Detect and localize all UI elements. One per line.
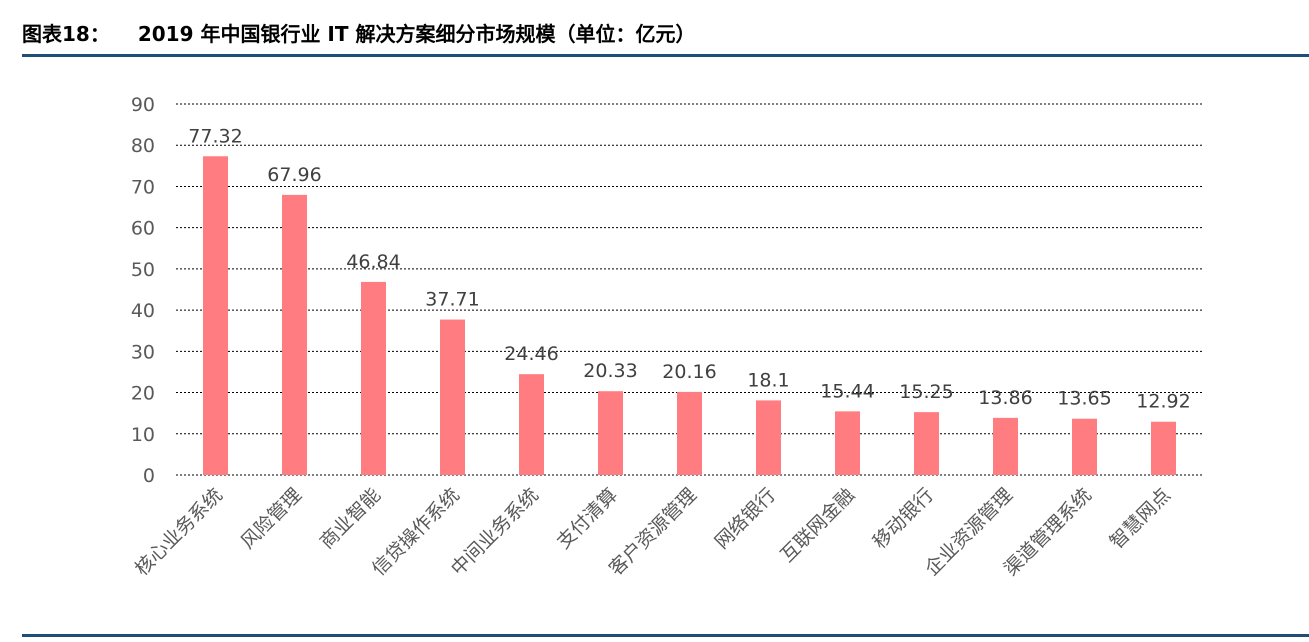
data-label: 20.16 bbox=[662, 361, 716, 383]
y-tick-label: 20 bbox=[131, 383, 155, 405]
x-category-label: 商业智能 bbox=[316, 484, 385, 553]
bar bbox=[203, 156, 228, 475]
y-tick-label: 90 bbox=[131, 94, 155, 116]
bottom-rule bbox=[22, 634, 1309, 637]
data-label: 46.84 bbox=[346, 251, 400, 273]
data-labels: 77.32 67.96 46.84 37.71 24.46 20.33 20.16 18.1 1… bbox=[188, 125, 1190, 412]
data-label: 24.46 bbox=[504, 343, 558, 365]
y-axis-ticks: 0 10 20 30 40 50 60 70 80 90 bbox=[131, 94, 155, 487]
bar bbox=[993, 417, 1018, 475]
bar bbox=[282, 194, 307, 476]
data-label: 67.96 bbox=[267, 164, 321, 186]
data-label: 37.71 bbox=[425, 289, 479, 311]
data-label: 20.33 bbox=[583, 360, 637, 382]
y-tick-label: 30 bbox=[131, 341, 155, 363]
bar bbox=[835, 411, 860, 475]
bar bbox=[914, 412, 939, 475]
y-tick-label: 40 bbox=[131, 300, 155, 322]
x-category-label: 支付清算 bbox=[553, 484, 622, 553]
y-tick-label: 0 bbox=[143, 465, 155, 487]
bars bbox=[203, 156, 1176, 476]
x-category-label: 互联网金融 bbox=[776, 484, 859, 567]
bar bbox=[598, 391, 623, 475]
data-label: 13.86 bbox=[978, 387, 1032, 409]
data-label: 12.92 bbox=[1136, 391, 1190, 413]
y-tick-label: 70 bbox=[131, 176, 155, 198]
x-category-label: 网络银行 bbox=[711, 484, 780, 553]
data-label: 15.44 bbox=[820, 380, 874, 402]
bar bbox=[361, 281, 386, 475]
data-label: 77.32 bbox=[188, 125, 242, 147]
y-tick-label: 50 bbox=[131, 259, 155, 281]
bar bbox=[1151, 421, 1176, 475]
bar bbox=[1072, 418, 1097, 475]
data-label: 15.25 bbox=[899, 381, 953, 403]
top-rule bbox=[22, 54, 1309, 57]
data-label: 18.1 bbox=[747, 369, 789, 391]
figure-label: 图表18： bbox=[22, 22, 110, 46]
x-category-label: 移动银行 bbox=[869, 484, 938, 553]
bar bbox=[677, 391, 702, 475]
bar bbox=[440, 319, 465, 475]
figure-title: 2019 年中国银行业 IT 解决方案细分市场规模（单位：亿元） bbox=[137, 22, 696, 46]
figure-header: 图表18： 2019 年中国银行业 IT 解决方案细分市场规模（单位：亿元） bbox=[22, 18, 695, 47]
bar bbox=[519, 374, 544, 475]
y-tick-label: 10 bbox=[131, 424, 155, 446]
x-category-label: 风险管理 bbox=[237, 484, 306, 553]
data-label: 13.65 bbox=[1057, 388, 1111, 410]
x-category-label: 智慧网点 bbox=[1106, 484, 1175, 553]
y-tick-label: 80 bbox=[131, 135, 155, 157]
x-category-label: 核心业务系统 bbox=[131, 484, 227, 580]
bar bbox=[756, 400, 781, 475]
y-tick-label: 60 bbox=[131, 218, 155, 240]
